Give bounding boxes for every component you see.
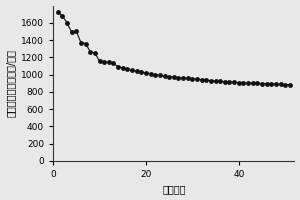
X-axis label: 循环次数: 循环次数	[162, 184, 185, 194]
Y-axis label: 放电比容量（毫安时/克）: 放电比容量（毫安时/克）	[6, 49, 16, 117]
